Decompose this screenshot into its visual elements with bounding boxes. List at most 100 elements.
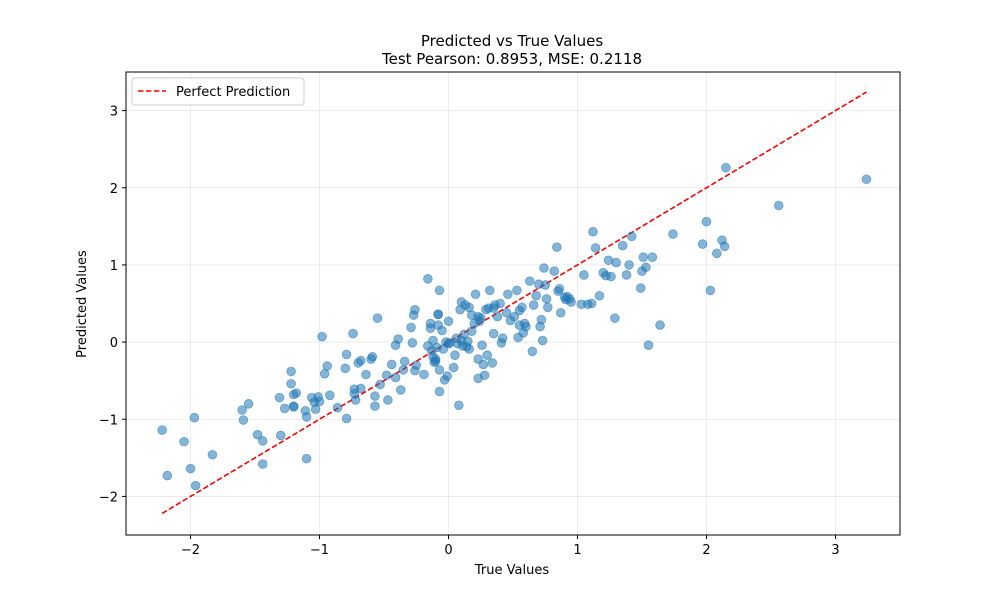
data-point: [501, 307, 512, 318]
data-point: [372, 313, 383, 323]
data-point: [437, 325, 447, 336]
data-point: [410, 304, 420, 315]
y-tick-label: −1: [99, 413, 118, 428]
data-point: [434, 386, 445, 397]
data-point: [517, 302, 527, 313]
data-point: [536, 314, 547, 325]
data-point: [375, 379, 385, 390]
data-point: [395, 385, 406, 395]
data-point: [162, 470, 173, 481]
data-point: [332, 402, 343, 413]
perfect-prediction-line: [161, 91, 867, 515]
data-point: [497, 333, 508, 344]
data-point: [566, 297, 576, 307]
data-point: [434, 365, 445, 375]
data-point: [301, 453, 312, 464]
data-point: [606, 271, 616, 282]
data-point: [495, 298, 505, 309]
data-point: [207, 449, 218, 460]
data-point: [367, 351, 378, 362]
data-point: [478, 359, 489, 370]
data-point: [386, 359, 397, 370]
data-point: [543, 302, 553, 313]
legend: Perfect Prediction: [131, 77, 305, 106]
data-point: [655, 320, 665, 330]
data-point: [540, 280, 551, 290]
data-point: [537, 335, 548, 346]
data-point: [590, 243, 601, 253]
data-point: [279, 403, 290, 414]
data-point: [539, 263, 549, 273]
data-point: [643, 340, 654, 350]
data-point: [512, 285, 522, 296]
data-point: [641, 262, 651, 273]
data-point: [552, 242, 562, 252]
y-tick-label: 0: [110, 336, 118, 351]
data-point: [381, 370, 392, 381]
data-point: [549, 266, 560, 276]
data-point: [274, 392, 285, 403]
data-point: [434, 285, 445, 296]
data-point: [157, 425, 167, 435]
chart-title: Predicted vs True Values: [421, 32, 603, 50]
data-point: [286, 378, 296, 389]
data-point: [314, 396, 325, 407]
data-point: [179, 436, 189, 447]
data-point: [361, 369, 371, 380]
data-point: [626, 231, 637, 242]
data-point: [647, 252, 658, 263]
data-point: [419, 369, 429, 380]
data-point: [257, 459, 268, 469]
data-points-layer: [157, 162, 872, 491]
data-point: [624, 260, 634, 270]
data-point: [477, 340, 487, 350]
data-point: [617, 240, 628, 251]
data-point: [238, 415, 249, 425]
data-point: [448, 362, 459, 373]
data-point: [470, 289, 481, 300]
x-tick-label: −1: [310, 543, 329, 558]
data-point: [635, 283, 646, 293]
plot-frame: [125, 71, 901, 536]
data-point: [479, 370, 490, 381]
data-point: [454, 400, 464, 411]
data-point: [190, 480, 201, 491]
data-point: [317, 331, 327, 342]
data-point: [488, 328, 499, 339]
data-point: [521, 321, 531, 332]
data-point: [433, 309, 443, 320]
data-point: [348, 328, 358, 339]
legend-label-perfect-prediction: Perfect Prediction: [176, 85, 290, 100]
data-point: [291, 388, 302, 398]
y-tick-label: −2: [99, 490, 118, 505]
data-point: [355, 355, 366, 366]
x-tick-label: 2: [702, 543, 710, 558]
data-point: [586, 298, 597, 309]
data-point: [185, 463, 196, 474]
data-point: [355, 383, 366, 394]
data-point: [406, 322, 416, 333]
data-point: [340, 363, 351, 374]
data-point: [398, 365, 409, 375]
data-point: [594, 290, 605, 301]
data-point: [370, 391, 380, 401]
data-point: [721, 162, 731, 173]
x-tick-label: 3: [831, 543, 839, 558]
data-point: [701, 216, 712, 227]
data-point: [503, 289, 513, 300]
data-point: [252, 429, 263, 440]
data-point: [430, 356, 441, 367]
ticks-layer: −2 −1 0 1 2 3 −2 −1 0 1 2 3: [99, 105, 840, 558]
x-axis-label: True Values: [474, 563, 549, 578]
data-point: [423, 274, 433, 284]
reference-line-layer: [161, 91, 867, 515]
data-point: [275, 430, 286, 441]
data-point: [475, 313, 486, 323]
data-point: [531, 290, 542, 301]
data-point: [484, 285, 495, 296]
x-tick-label: −2: [181, 543, 200, 558]
y-tick-label: 3: [110, 105, 118, 120]
data-point: [555, 307, 566, 318]
x-tick-label: 0: [444, 543, 452, 558]
data-point: [712, 248, 722, 259]
